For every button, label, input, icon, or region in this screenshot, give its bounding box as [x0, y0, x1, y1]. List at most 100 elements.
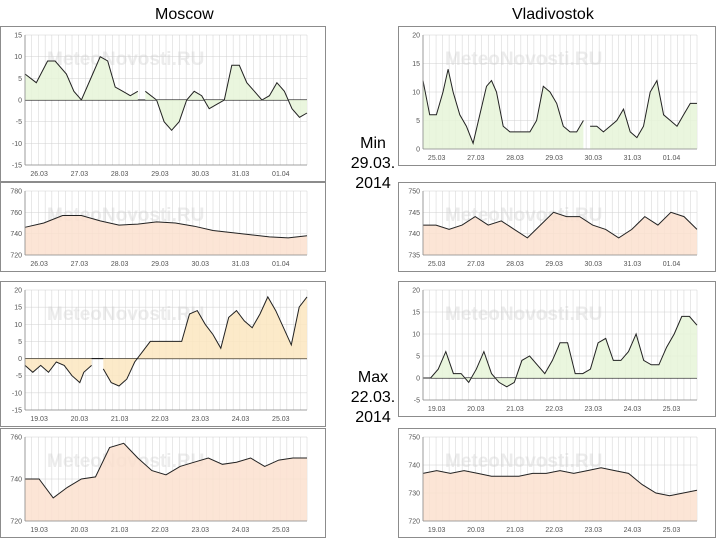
series-area [590, 80, 697, 149]
x-tick-label: 19.03 [30, 416, 48, 423]
x-tick-label: 22.03 [151, 527, 169, 534]
y-tick-label: 10 [14, 54, 22, 61]
x-tick-label: 26.03 [30, 261, 48, 268]
max-year: 2014 [355, 409, 391, 426]
y-tick-label: 5 [18, 339, 22, 346]
moscow-heading: Moscow [155, 6, 214, 23]
series-line [24, 215, 308, 239]
x-tick-label: 01.04 [272, 261, 290, 268]
x-tick-label: 26.03 [30, 171, 48, 178]
x-tick-label: 22.03 [151, 416, 169, 423]
y-tick-label: 10 [412, 90, 420, 97]
y-tick-label: 10 [412, 332, 420, 339]
series-line [423, 315, 698, 388]
series-area [423, 467, 697, 521]
moscow-max-press-panel: MeteoNovosti.RU72074076019.0320.0321.032… [0, 428, 326, 538]
x-tick-label: 20.03 [71, 416, 89, 423]
y-tick-label: 750 [408, 435, 420, 442]
series-line [24, 361, 92, 384]
moscow-min-press-panel: MeteoNovosti.RU 720 740 760 780 26.03 27.03 28.… [0, 182, 326, 272]
x-tick-label: 27.03 [467, 261, 485, 268]
moscow-min-temp-panel: MeteoNovosti.RU -15 -10 -5 0 5 10 15 26.03 27.03 2… [0, 26, 326, 182]
max-label: Max [357, 369, 389, 386]
moscow-max-temp-panel: MeteoNovosti.RU -15 -10 -5 0 5 10 15 20 19.03 20.0… [0, 281, 326, 427]
series-line [25, 442, 307, 499]
x-tick-label: 25.03 [272, 416, 290, 423]
x-tick-label: 01.04 [663, 261, 681, 268]
vladivostok-min-temp-panel: MeteoNovosti.RU 0 5 10 15 20 25.03 27.03 28.03 29… [398, 26, 716, 166]
series-area [145, 65, 307, 131]
y-tick-label: 15 [14, 305, 22, 312]
series-line [144, 64, 308, 132]
x-tick-label: 28.03 [111, 171, 129, 178]
y-tick-label: 730 [408, 491, 420, 498]
vladivostok-heading: Vladivostok [512, 6, 594, 23]
x-tick-label: 20.03 [71, 527, 89, 534]
x-tick-label: 22.03 [545, 527, 563, 534]
y-tick-label: -5 [414, 398, 420, 405]
y-tick-label: 20 [412, 288, 420, 295]
y-tick-label: -10 [12, 390, 22, 397]
x-tick-label: 01.04 [663, 155, 681, 162]
x-tick-label: 24.03 [624, 527, 642, 534]
x-tick-label: 22.03 [545, 406, 563, 413]
y-tick-label: -5 [16, 373, 22, 380]
chart-svg: MeteoNovosti.RU -5 0 5 10 15 20 19.03 20.03 21.03… [412, 288, 698, 413]
y-tick-label: 740 [10, 231, 22, 238]
y-tick-label: 0 [416, 147, 420, 154]
y-tick-label: -15 [12, 408, 22, 415]
watermark: MeteoNovosti.RU [445, 304, 602, 325]
x-tick-label: 20.03 [467, 406, 485, 413]
min-date-label: Min 29.03. 2014 [338, 134, 408, 194]
y-tick-label: 760 [10, 210, 22, 217]
y-tick-label: 780 [10, 189, 22, 196]
x-tick-label: 25.03 [428, 261, 446, 268]
series-line [423, 211, 698, 239]
x-tick-label: 01.04 [272, 171, 290, 178]
vladivostok-min-press-panel: MeteoNovosti.RU 735 740 745 750 25.03 27.03 28.… [398, 182, 716, 272]
x-tick-label: 30.03 [585, 155, 603, 162]
x-tick-label: 28.03 [506, 155, 524, 162]
x-tick-label: 29.03 [545, 261, 563, 268]
series-line [422, 69, 584, 145]
x-tick-label: 20.03 [467, 527, 485, 534]
y-tick-label: 0 [18, 356, 22, 363]
y-tick-label: 20 [14, 288, 22, 295]
y-tick-label: 15 [14, 33, 22, 40]
x-tick-label: 23.03 [585, 527, 603, 534]
series-area [423, 69, 584, 149]
y-tick-label: 720 [408, 519, 420, 526]
y-tick-label: -5 [16, 119, 22, 126]
x-tick-label: 21.03 [506, 406, 524, 413]
x-tick-label: 25.03 [428, 155, 446, 162]
x-tick-label: 21.03 [506, 527, 524, 534]
watermark: MeteoNovosti.RU [445, 451, 602, 472]
x-tick-label: 27.03 [467, 155, 485, 162]
x-tick-label: 19.03 [30, 527, 48, 534]
x-tick-label: 30.03 [585, 261, 603, 268]
series-area [423, 316, 697, 387]
x-tick-label: 24.03 [232, 416, 250, 423]
x-tick-label: 28.03 [506, 261, 524, 268]
vladivostok-max-press-panel: MeteoNovosti.RU 720 730 740 750 19.03 20.03 21.… [398, 428, 716, 538]
vladivostok-max-temp-panel: MeteoNovosti.RU -5 0 5 10 15 20 19.03 20.03 21.03… [398, 281, 716, 417]
y-tick-label: 5 [18, 76, 22, 83]
x-tick-label: 25.03 [663, 406, 681, 413]
x-tick-label: 19.03 [428, 527, 446, 534]
series-area [25, 56, 138, 100]
y-tick-label: 745 [408, 210, 420, 217]
series-area [103, 296, 307, 386]
max-date: 22.03. [350, 389, 396, 406]
y-tick-label: 720 [10, 253, 22, 260]
y-tick-label: 735 [408, 253, 420, 260]
x-tick-label: 23.03 [191, 416, 209, 423]
y-tick-label: 5 [416, 354, 420, 361]
y-tick-label: 740 [10, 477, 22, 484]
x-tick-label: 30.03 [191, 171, 209, 178]
x-tick-label: 28.03 [111, 261, 129, 268]
x-tick-label: 31.03 [232, 261, 250, 268]
x-tick-label: 24.03 [232, 527, 250, 534]
y-tick-label: -15 [12, 163, 22, 170]
min-label: Min [360, 135, 386, 152]
